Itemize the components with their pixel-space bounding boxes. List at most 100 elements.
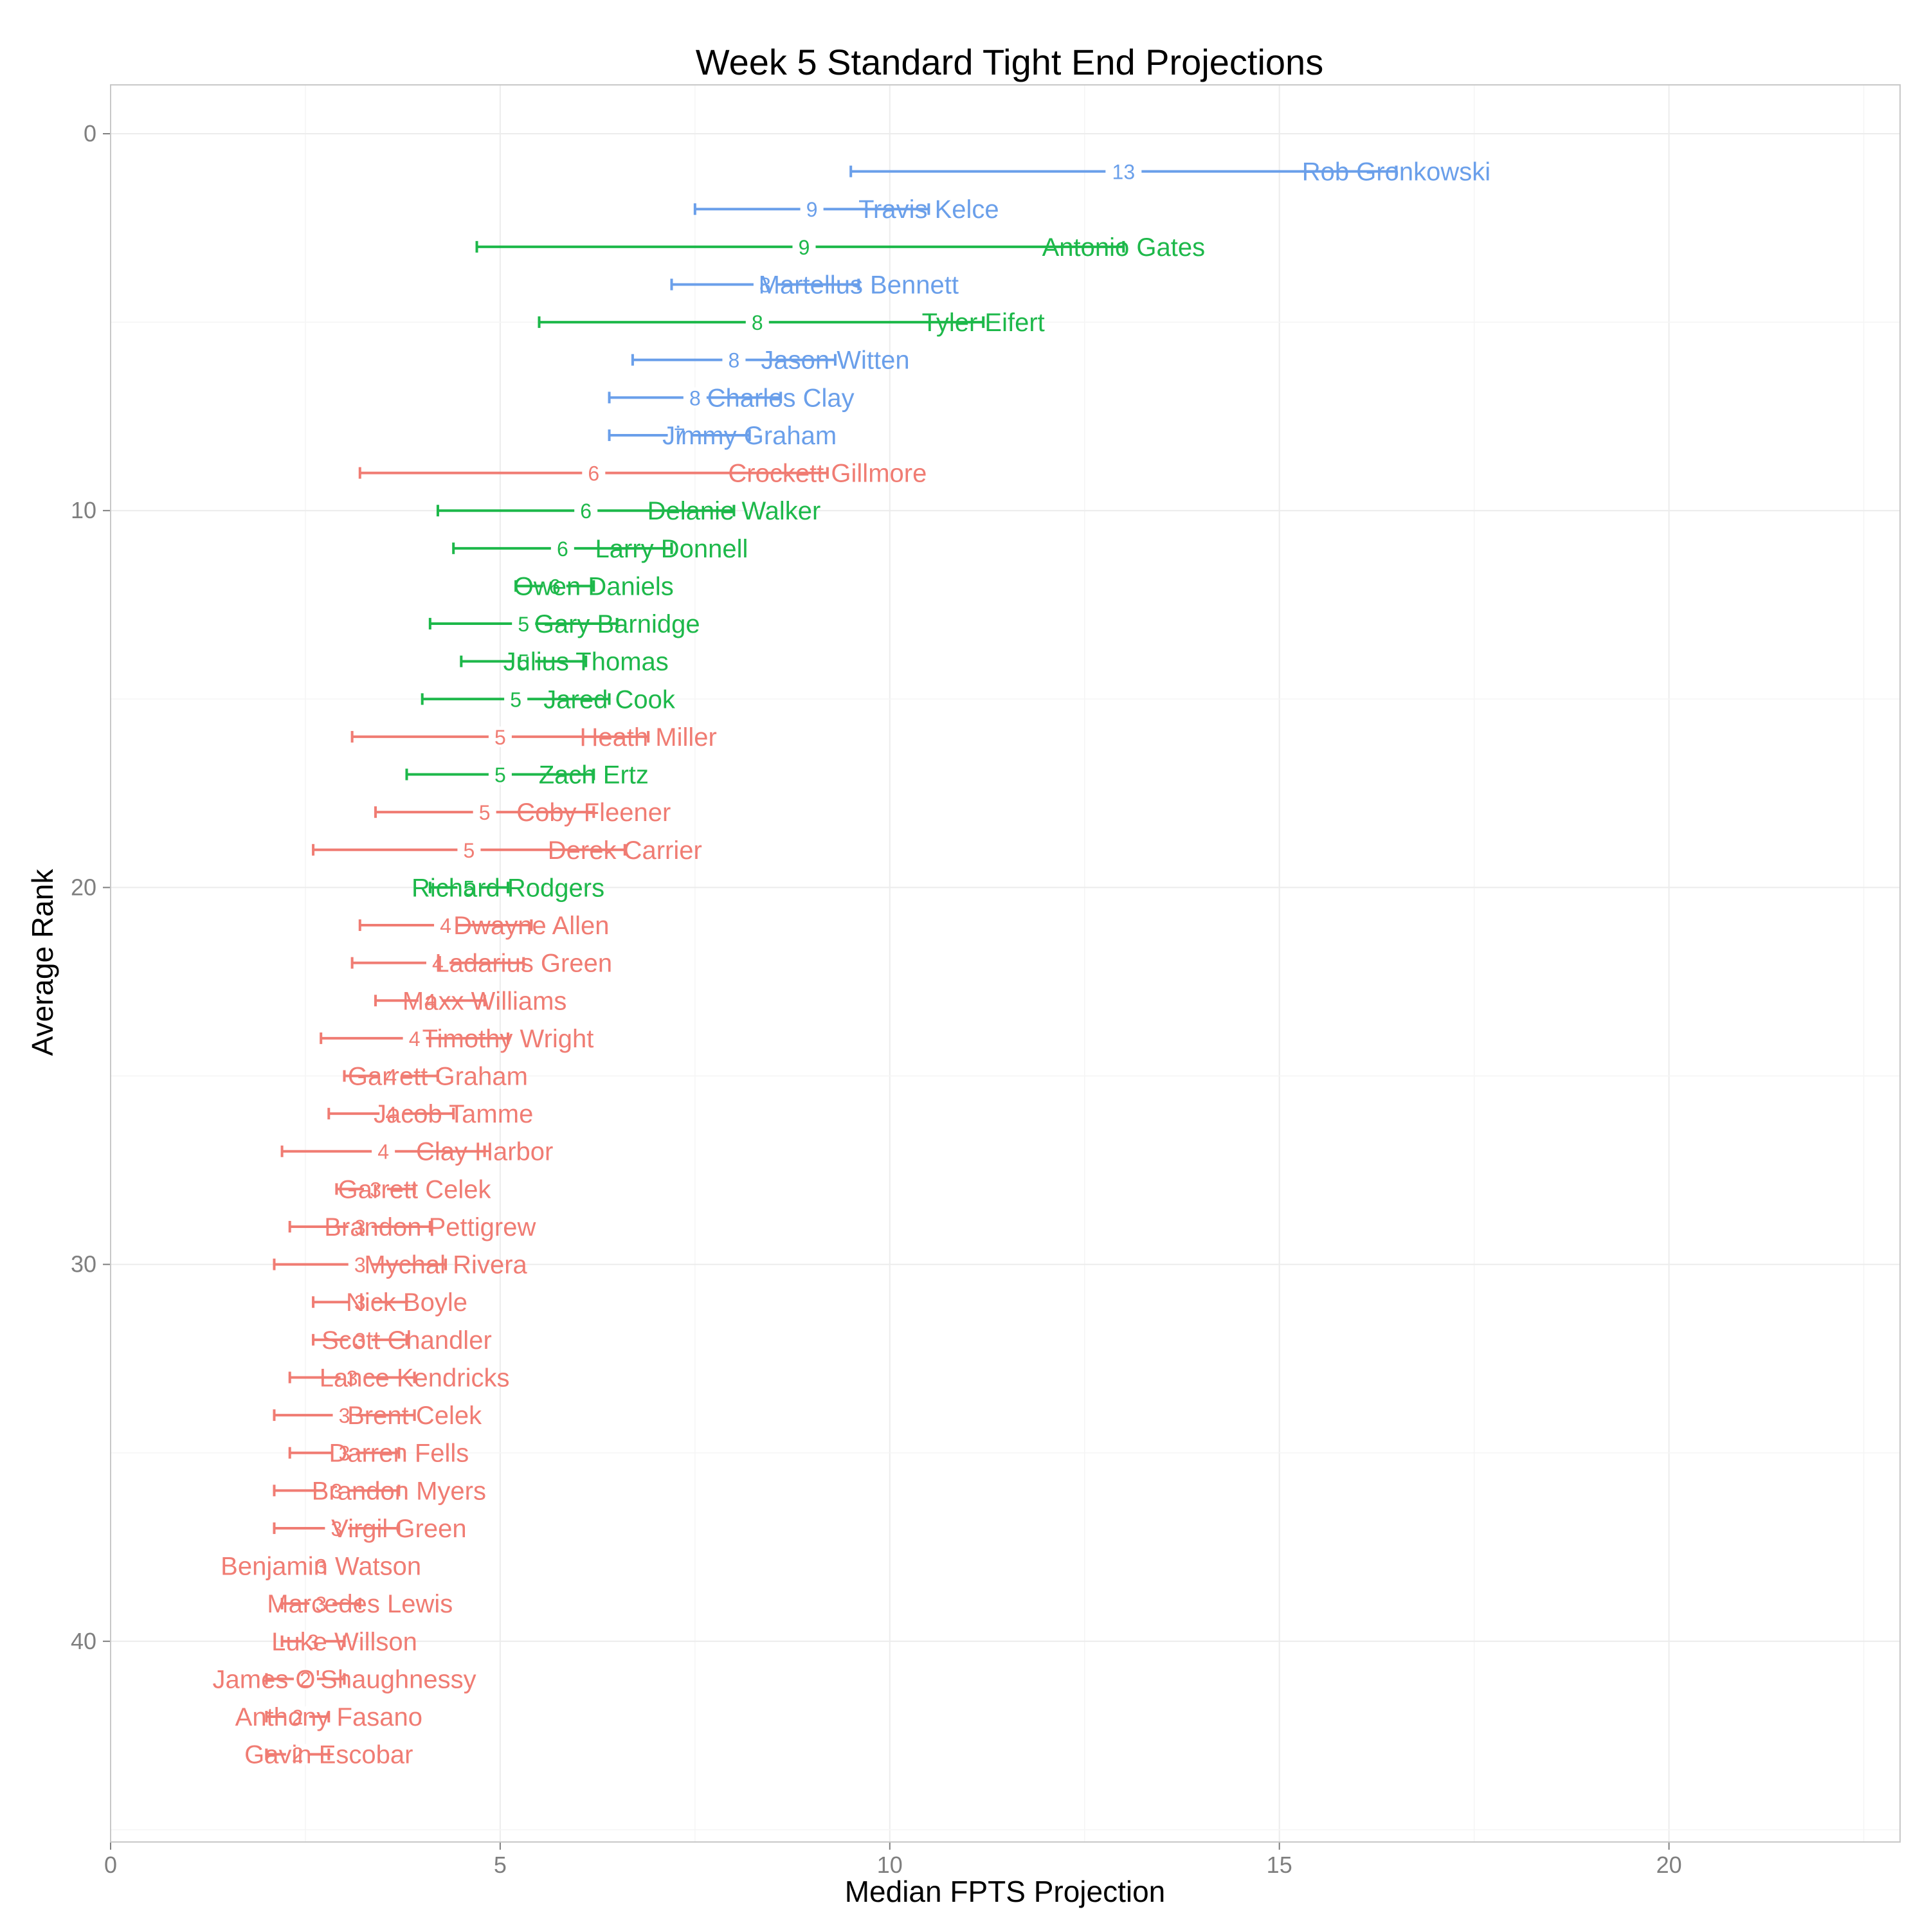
median-label-bg (488, 764, 512, 785)
player-name-label: Crockett Gillmore (728, 460, 927, 488)
player-name-label: Scott Chandler (322, 1326, 492, 1355)
median-label: 3 (354, 1329, 366, 1352)
player-row: 9 Antonio Gates (475, 233, 1206, 262)
player-name-label: Travis Kelce (858, 195, 999, 224)
y-tick-label: 0 (84, 120, 96, 147)
player-name-label: Antonio Gates (1042, 233, 1206, 262)
player-name-label: Anthony Fasano (235, 1703, 422, 1731)
player-name-label: Charles Clay (707, 384, 855, 412)
median-label-bg (325, 1480, 349, 1501)
median-label: 7 (674, 424, 685, 447)
player-name-label: Jason Witten (761, 347, 909, 375)
y-axis-label: Average Rank (26, 869, 59, 1056)
median-label-bg (293, 1668, 317, 1690)
median-label: 4 (409, 1027, 421, 1051)
median-label: 5 (518, 651, 529, 674)
median-label-bg (348, 1216, 372, 1237)
median-label-bg (348, 1254, 372, 1275)
chart-title: Week 5 Standard Tight End Projections (696, 42, 1323, 82)
x-tick-label: 20 (1656, 1852, 1682, 1878)
median-label-bg (285, 1706, 309, 1728)
median-label: 3 (339, 1442, 350, 1465)
median-label-bg (800, 199, 824, 220)
median-label: 4 (432, 952, 444, 975)
median-label-bg (792, 236, 816, 257)
player-name-label: Heath Miller (579, 723, 716, 752)
median-label-bg (403, 1027, 426, 1049)
player-name-label: Zach Ertz (539, 761, 649, 790)
player-name-label: Gary Barnidge (534, 610, 700, 638)
median-label-bg (302, 1630, 325, 1652)
median-label: 9 (799, 236, 810, 259)
median-label-bg (457, 877, 481, 898)
median-label-bg (512, 613, 536, 635)
median-label: 5 (464, 876, 475, 899)
median-label-bg (309, 1555, 333, 1576)
player-name-label: Virgil Green (331, 1515, 466, 1543)
x-tick-label: 5 (494, 1852, 507, 1878)
player-name-label: Tyler Eifert (922, 309, 1045, 337)
median-label: 4 (385, 1065, 397, 1088)
player-name-label: Dwayne Allen (453, 912, 609, 940)
y-tick-label: 20 (71, 874, 96, 900)
player-row: 8 Tyler Eifert (538, 309, 1045, 337)
player-name-label: Rob Gronkowski (1302, 158, 1490, 186)
median-label-bg (582, 462, 606, 483)
median-label: 3 (347, 1366, 358, 1389)
median-label: 6 (588, 462, 599, 485)
player-row: 13 Rob Gronkowski (849, 158, 1490, 186)
median-label: 8 (759, 273, 771, 296)
median-label-bg (550, 537, 574, 559)
y-tick-label: 10 (71, 497, 96, 523)
x-tick-label: 0 (104, 1852, 117, 1878)
player-name-label: Richard Rodgers (412, 874, 604, 902)
player-row: 6 Delanie Walker (436, 497, 820, 525)
player-name-label: Benjamin Watson (221, 1553, 421, 1581)
median-label: 8 (689, 386, 701, 410)
player-name-label: Lance Kendricks (320, 1364, 510, 1392)
player-name-label: Luke Willson (271, 1628, 417, 1656)
median-label-bg (372, 1141, 395, 1162)
median-label: 3 (331, 1517, 343, 1540)
player-name-label: Derek Carrier (548, 836, 702, 865)
player-name-label: Garrett Celek (338, 1175, 492, 1204)
player-name-label: Brandon Pettigrew (324, 1213, 536, 1241)
player-row: 5 Coby Fleener (374, 799, 671, 827)
median-label-bg (332, 1442, 356, 1463)
player-name-label: Maxx Williams (403, 987, 567, 1015)
player-name-label: Jacob Tamme (374, 1100, 533, 1128)
player-row: 4 Timothy Wright (320, 1025, 593, 1053)
median-label-bg (667, 424, 691, 446)
tick-layer: 0 5 10 15 20 0 10 20 30 40 (71, 120, 1682, 1878)
player-name-label: Owen Daniels (514, 572, 674, 600)
median-label: 5 (479, 801, 491, 824)
player-row: 6 Crockett Gillmore (358, 460, 927, 488)
median-label-bg (683, 387, 707, 408)
median-label: 3 (354, 1216, 366, 1239)
player-name-label: Larry Donnell (595, 535, 748, 563)
median-label: 3 (307, 1630, 319, 1654)
player-row: 4 Clay Harbor (280, 1138, 553, 1166)
median-label-bg (348, 1292, 372, 1313)
x-axis-label: Median FPTS Projection (845, 1875, 1166, 1908)
median-label-bg (325, 1517, 349, 1539)
grid-layer (110, 85, 1900, 1842)
median-label-bg (340, 1367, 364, 1388)
median-label: 3 (315, 1555, 327, 1578)
x-tick-label: 10 (877, 1852, 903, 1878)
